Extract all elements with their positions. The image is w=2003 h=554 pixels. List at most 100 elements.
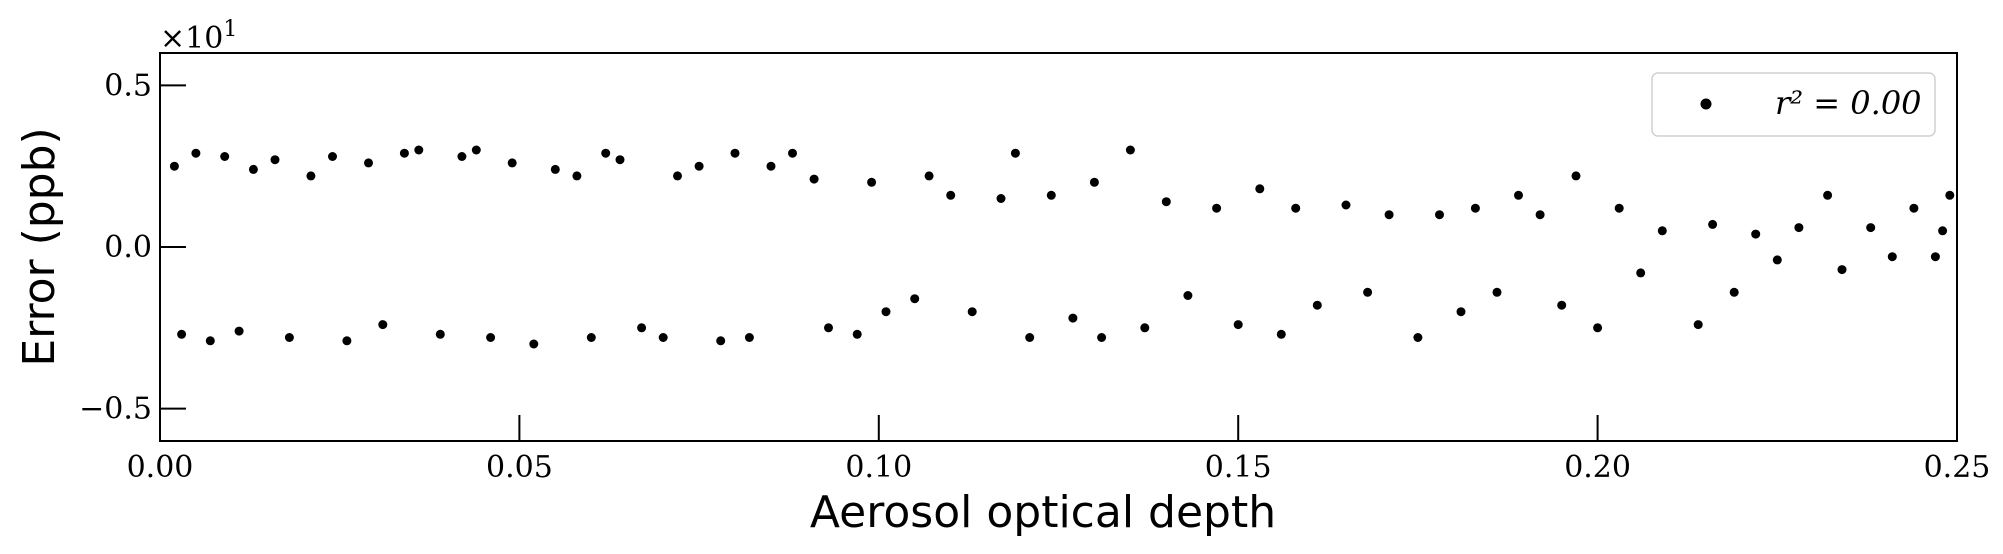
data-point	[809, 174, 819, 184]
data-point	[1887, 252, 1897, 262]
y-tick-label: −0.5	[79, 392, 152, 427]
data-point	[284, 333, 294, 342]
data-point	[967, 307, 977, 317]
legend: r² = 0.00	[1651, 72, 1936, 137]
data-point	[1909, 203, 1919, 213]
data-point	[1708, 219, 1718, 229]
data-point	[486, 333, 496, 342]
data-point	[637, 323, 647, 333]
data-point	[694, 161, 704, 171]
data-point	[435, 329, 445, 339]
data-point	[177, 329, 187, 339]
data-point	[1435, 210, 1444, 220]
data-point	[457, 152, 467, 161]
data-point	[1212, 203, 1222, 213]
data-point	[1693, 320, 1703, 330]
data-point	[529, 339, 539, 349]
data-point	[364, 158, 373, 168]
data-point	[378, 320, 388, 330]
data-point	[1140, 323, 1150, 333]
data-point	[1636, 268, 1646, 278]
data-point	[788, 148, 797, 158]
data-point	[507, 158, 517, 168]
data-point	[1384, 210, 1394, 220]
data-point	[924, 171, 934, 181]
data-point	[910, 294, 920, 304]
data-point	[234, 326, 244, 336]
data-point	[1341, 200, 1351, 210]
data-point	[191, 148, 201, 158]
data-point	[730, 148, 740, 158]
data-point	[1363, 287, 1373, 297]
scatter-points	[169, 145, 1955, 349]
data-point	[1183, 291, 1193, 300]
data-point	[1068, 313, 1078, 323]
data-point	[1514, 190, 1523, 200]
data-point	[1025, 333, 1035, 342]
y-offset-base: ×10	[160, 21, 223, 56]
data-point	[615, 155, 625, 165]
data-point	[1557, 300, 1567, 310]
y-axis-ticks: −0.5 0.0 0.5	[79, 68, 186, 427]
data-point	[1571, 171, 1581, 181]
data-point	[1794, 223, 1804, 233]
data-point	[248, 164, 258, 174]
data-point	[824, 323, 833, 333]
y-offset-exponent: 1	[223, 17, 237, 42]
data-point	[946, 190, 956, 200]
data-point	[169, 161, 179, 171]
y-tick-label: 0.0	[104, 230, 152, 265]
x-tick-label: 0.00	[127, 450, 194, 485]
data-point	[572, 171, 582, 181]
data-point	[1161, 197, 1171, 207]
data-point	[1046, 190, 1056, 200]
data-point	[1772, 255, 1782, 265]
data-point	[471, 145, 481, 155]
data-point	[270, 155, 280, 165]
data-point	[1593, 323, 1603, 333]
x-tick-label: 0.25	[1924, 450, 1991, 485]
data-point	[1233, 320, 1243, 330]
data-point	[1492, 287, 1502, 297]
data-point	[1456, 307, 1466, 317]
data-point	[1614, 203, 1624, 213]
data-point	[205, 336, 215, 346]
data-point	[1097, 333, 1107, 342]
data-point	[744, 333, 754, 342]
x-tick-label: 0.05	[486, 450, 553, 485]
data-point	[399, 148, 409, 158]
data-point	[881, 307, 891, 317]
data-point	[1837, 265, 1847, 275]
x-axis-label: Aerosol optical depth	[810, 487, 1276, 538]
y-axis-label: Error (ppb)	[14, 127, 65, 366]
data-point	[1930, 252, 1940, 262]
data-point	[1413, 333, 1423, 342]
data-point	[1312, 300, 1322, 310]
data-point	[1125, 145, 1135, 155]
legend-label: r² = 0.00	[1775, 84, 1922, 122]
data-point	[996, 194, 1006, 203]
data-point	[1010, 148, 1020, 158]
data-point	[328, 152, 337, 161]
legend-marker	[1700, 98, 1712, 110]
data-point	[1823, 190, 1833, 200]
data-point	[1255, 184, 1265, 194]
x-tick-label: 0.10	[845, 450, 912, 485]
data-point	[1291, 203, 1301, 213]
data-point	[550, 164, 560, 174]
data-point	[1535, 210, 1545, 220]
data-point	[1938, 226, 1948, 236]
data-point	[716, 336, 726, 346]
data-point	[220, 152, 230, 161]
data-point	[852, 329, 862, 339]
x-axis-ticks: 0.00 0.05 0.10 0.15 0.20 0.25	[127, 415, 1991, 485]
data-point	[306, 171, 316, 181]
data-point	[766, 161, 776, 171]
data-point	[1470, 203, 1480, 213]
data-point	[586, 333, 596, 342]
data-point	[414, 145, 424, 155]
data-point	[867, 177, 877, 187]
data-point	[1866, 223, 1876, 233]
data-point	[601, 148, 611, 158]
